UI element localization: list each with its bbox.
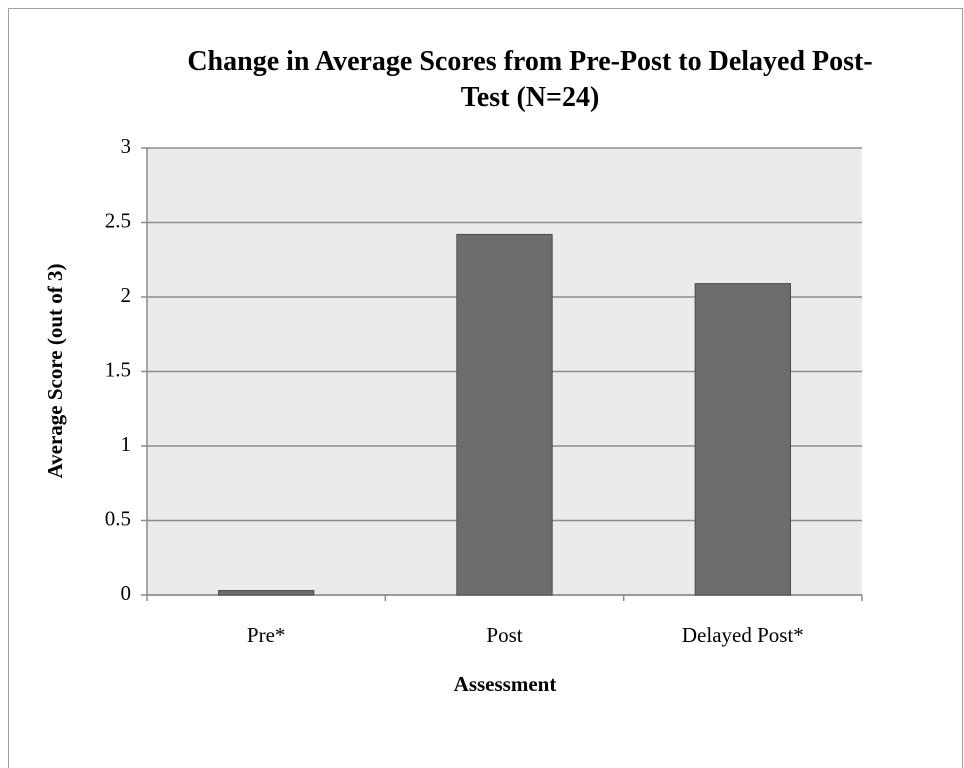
y-tick-label: 1.5 [105, 357, 131, 381]
chart-title: Change in Average Scores from Pre-Post t… [187, 46, 873, 113]
y-tick-label: 0.5 [105, 506, 131, 530]
bar [218, 590, 315, 596]
x-tick-label: Post [486, 623, 522, 647]
y-tick-label: 2 [121, 283, 132, 307]
y-tick-label: 3 [121, 134, 132, 158]
x-tick-label: Delayed Post* [682, 623, 804, 647]
y-tick-label: 1 [121, 432, 132, 456]
y-tick-label: 0 [121, 581, 132, 605]
bar [456, 233, 553, 596]
chart-frame [8, 8, 963, 768]
x-axis-label: Assessment [454, 672, 557, 696]
bar [694, 283, 792, 596]
y-axis-label: Average Score (out of 3) [43, 264, 67, 479]
y-tick-label: 2.5 [105, 208, 131, 232]
x-tick-label: Pre* [247, 623, 286, 647]
